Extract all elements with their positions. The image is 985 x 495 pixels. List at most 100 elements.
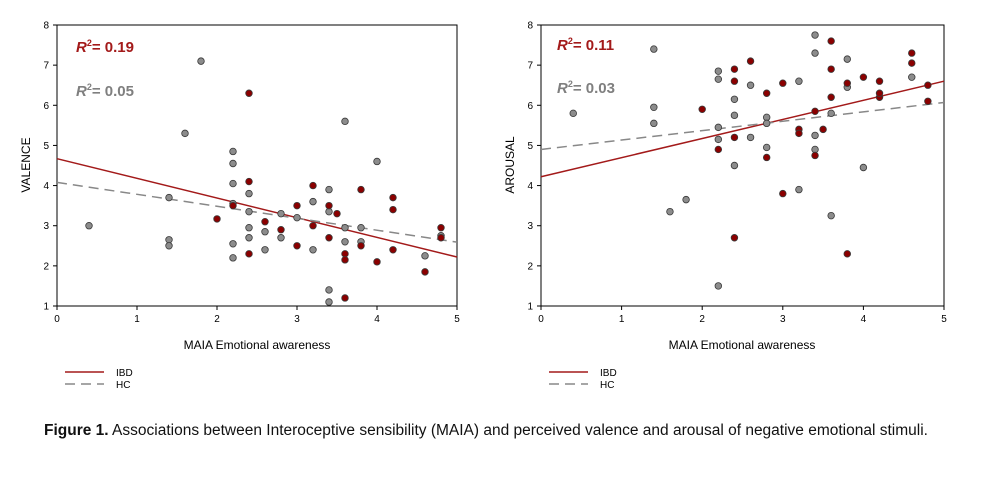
ibd-point — [843, 250, 851, 258]
y-axis-title: VALENCE — [19, 137, 33, 192]
ibd-point — [762, 153, 771, 162]
hc-point — [666, 207, 674, 216]
hc-point — [341, 224, 349, 232]
hc-point — [811, 145, 819, 154]
x-tick-label: 1 — [619, 314, 625, 325]
r2-ibd-label: R2= 0.11 — [557, 36, 614, 54]
y-tick-label: 2 — [527, 261, 533, 272]
hc-point — [341, 238, 349, 246]
hc-point — [229, 240, 237, 248]
hc-point — [325, 207, 333, 216]
ibd-point — [819, 125, 827, 134]
legend-ibd-label: IBD — [116, 368, 133, 379]
hc-point — [859, 163, 868, 172]
ibd-point — [389, 193, 397, 202]
hc-point — [293, 213, 301, 222]
hc-point — [229, 159, 237, 168]
legend-ibd-label: IBD — [600, 368, 617, 379]
hc-point — [746, 133, 755, 142]
hc-point — [811, 49, 819, 57]
r2-ibd-label: R2= 0.19 — [76, 38, 134, 56]
ibd-point — [261, 217, 269, 226]
ibd-point — [389, 205, 397, 214]
hc-point — [762, 143, 771, 152]
y-tick-label: 1 — [43, 302, 49, 313]
ibd-point — [229, 201, 237, 210]
hc-point — [730, 161, 739, 170]
x-tick-label: 2 — [699, 314, 705, 325]
hc-point — [85, 222, 93, 230]
ibd-point — [325, 234, 333, 242]
x-tick-label: 0 — [54, 314, 60, 325]
y-tick-label: 4 — [527, 181, 533, 192]
ibd-point — [341, 250, 349, 258]
r2-hc-label: R2= 0.03 — [557, 79, 615, 97]
ibd-point — [859, 73, 868, 81]
ibd-point — [875, 77, 884, 85]
hc-point — [165, 236, 173, 244]
hc-point — [714, 123, 723, 132]
hc-point — [325, 286, 333, 294]
hc-point — [421, 252, 429, 260]
x-tick-label: 5 — [941, 314, 947, 325]
ibd-point — [293, 242, 301, 250]
r2-hc-label: R2= 0.05 — [76, 82, 134, 100]
hc-point — [165, 193, 173, 202]
fit-lines — [56, 157, 458, 258]
y-tick-label: 2 — [43, 261, 49, 272]
data-points — [569, 31, 932, 290]
ibd-point — [698, 105, 706, 113]
x-tick-label: 1 — [134, 314, 140, 325]
hc-point — [714, 75, 723, 83]
ibd-fit-line — [56, 157, 458, 258]
hc-point — [795, 185, 803, 194]
ibd-point — [373, 258, 381, 266]
x-tick-label: 4 — [374, 314, 380, 325]
x-tick-labels: 0 1 2 3 4 5 — [54, 314, 460, 325]
y-tick-label: 5 — [43, 141, 49, 152]
hc-point — [309, 197, 317, 206]
y-tick-label: 7 — [527, 61, 533, 72]
plot-frame — [540, 24, 945, 307]
hc-point — [730, 95, 739, 103]
ibd-point — [245, 177, 253, 186]
ibd-point — [827, 37, 835, 45]
x-tick-label: 4 — [861, 314, 867, 325]
ibd-point — [827, 93, 835, 101]
ibd-point — [746, 57, 755, 65]
data-points — [85, 57, 445, 306]
hc-point — [261, 246, 269, 254]
y-tick-label: 5 — [527, 141, 533, 152]
ibd-point — [714, 145, 723, 154]
hc-point — [261, 228, 269, 236]
x-axis-title: MAIA Emotional awareness — [669, 338, 816, 352]
ibd-point — [779, 79, 787, 87]
ibd-point — [779, 189, 787, 198]
ibd-point — [213, 215, 221, 223]
hc-point — [325, 185, 333, 194]
tick-marks — [537, 24, 945, 310]
ibd-point — [795, 129, 803, 138]
legend: IBD HC — [549, 368, 617, 391]
hc-point — [827, 109, 835, 118]
y-tick-label: 8 — [527, 21, 533, 32]
ibd-point — [357, 185, 365, 194]
x-tick-label: 2 — [214, 314, 220, 325]
y-tick-label: 3 — [43, 221, 49, 232]
hc-point — [373, 157, 381, 166]
ibd-point — [437, 234, 445, 242]
legend: IBD HC — [65, 368, 133, 391]
y-tick-labels: 1 2 3 4 5 6 7 8 — [527, 21, 533, 313]
x-tick-labels: 0 1 2 3 4 5 — [538, 314, 947, 325]
ibd-point — [437, 224, 445, 232]
hc-point — [811, 31, 819, 39]
ibd-point — [293, 201, 301, 210]
hc-point — [341, 117, 349, 126]
ibd-point — [341, 294, 349, 302]
hc-point — [650, 119, 658, 128]
x-tick-label: 3 — [294, 314, 300, 325]
hc-point — [714, 282, 723, 290]
ibd-point — [357, 242, 365, 250]
x-tick-label: 3 — [780, 314, 786, 325]
